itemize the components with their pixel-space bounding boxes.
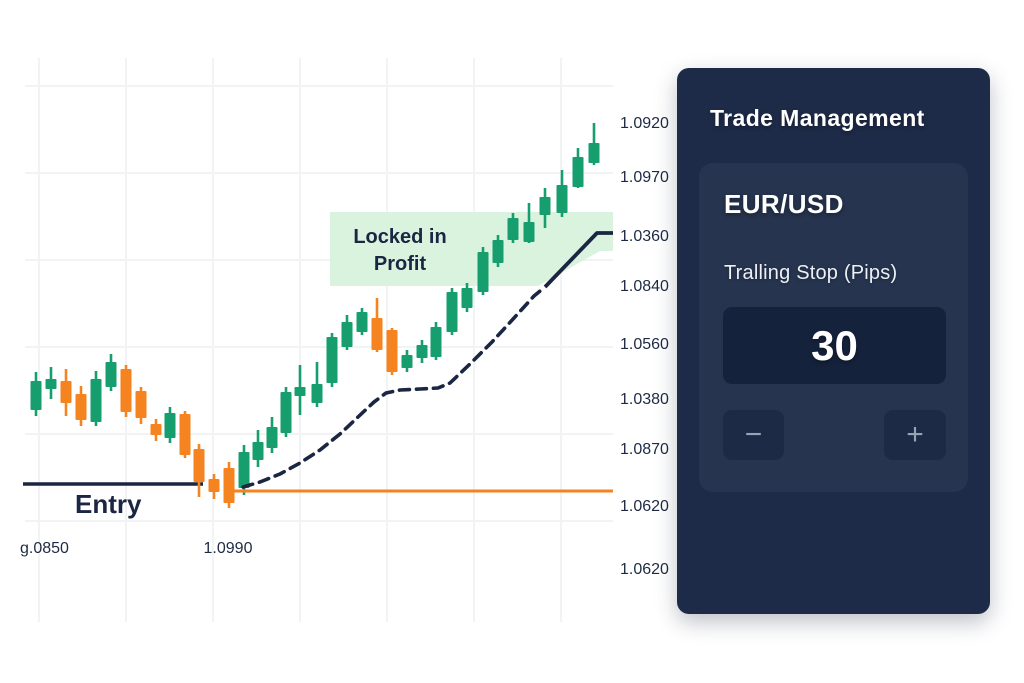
pair-title: EUR/USD [724, 189, 844, 219]
candle-body [164, 413, 176, 438]
candle-body [75, 394, 87, 420]
candle-body [416, 345, 428, 358]
panel-title: Trade Management [710, 105, 925, 131]
candle-body [294, 387, 306, 396]
minus-icon: − [744, 418, 763, 451]
plus-icon: + [906, 418, 924, 451]
trailing-stop-label: Tralling Stop (Pips) [724, 262, 898, 284]
candle-body [179, 414, 191, 455]
candle-body [252, 442, 264, 460]
candle-body [45, 379, 57, 389]
x-axis-label: g.0850 [20, 540, 69, 557]
candle-body [386, 330, 398, 372]
candle-body [461, 288, 473, 308]
trailing-stop-value-input[interactable]: 30 [723, 307, 946, 384]
candle-body [311, 384, 323, 403]
candle-body [193, 449, 205, 482]
candle-body [556, 185, 568, 213]
candle-body [238, 452, 250, 488]
candle-body [135, 391, 147, 418]
trade-management-panel: Trade Management EUR/USD Tralling Stop (… [677, 68, 990, 614]
candle-body [523, 222, 535, 242]
trade-card: EUR/USD Tralling Stop (Pips) 30 − + [699, 163, 968, 492]
candle-body [341, 322, 353, 347]
y-axis-label: 1.0620 [620, 498, 669, 515]
candle-body [60, 381, 72, 403]
x-axis-label: 1.0990 [204, 540, 253, 557]
candle-body [507, 218, 519, 240]
candlestick-chart: Entry Locked in Profit 1.0920 1.0970 1.0360 1.… [20, 58, 669, 622]
candle-body [90, 379, 102, 422]
candle-body [539, 197, 551, 215]
candle-body [105, 362, 117, 387]
y-axis-label: 1.0620 [620, 561, 669, 578]
locked-in-profit-label: Locked in [353, 226, 446, 248]
entry-label: Entry [75, 489, 142, 519]
locked-in-profit-zone [330, 212, 613, 286]
candle-body [30, 381, 42, 410]
y-axis-label: 1.0560 [620, 336, 669, 353]
candle-body [572, 157, 584, 187]
candle-body [588, 143, 600, 163]
locked-in-profit-label: Profit [374, 253, 427, 275]
candle-body [120, 369, 132, 412]
candle-body [446, 292, 458, 332]
candle-body [492, 240, 504, 263]
candle-body [208, 479, 220, 492]
candle-body [371, 318, 383, 350]
candle-body [266, 427, 278, 448]
candle-body [280, 392, 292, 433]
y-axis-label: 1.0380 [620, 391, 669, 408]
decrement-button[interactable]: − [723, 410, 784, 460]
candle-body [477, 252, 489, 292]
y-axis-label: 1.0360 [620, 228, 669, 245]
candle-body [326, 337, 338, 383]
y-axis-label: 1.0840 [620, 278, 669, 295]
candle-body [430, 327, 442, 357]
trailing-stop-solid-line [543, 231, 613, 289]
increment-button[interactable]: + [884, 410, 946, 460]
candle-body [223, 468, 235, 503]
y-axis-label: 1.0870 [620, 441, 669, 458]
trailing-stop-dashed-line [241, 285, 547, 489]
y-axis-label: 1.0920 [620, 115, 669, 132]
candle-body [356, 312, 368, 332]
candle-body [150, 424, 162, 435]
candle-body [401, 355, 413, 368]
y-axis-label: 1.0970 [620, 169, 669, 186]
